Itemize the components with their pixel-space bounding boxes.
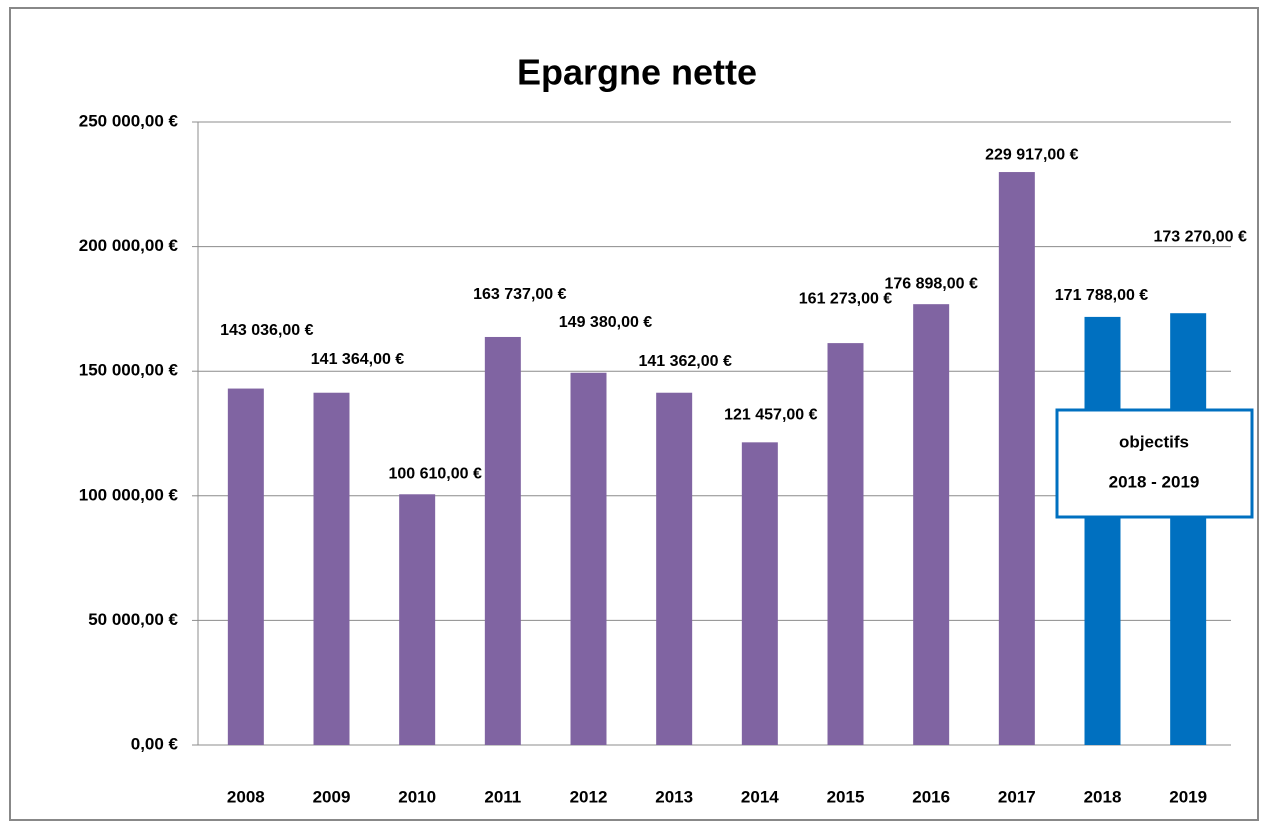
annotation-text: objectifs [1119,432,1189,451]
bar [1084,316,1121,745]
x-tick-label: 2013 [655,787,693,806]
x-tick-label: 2018 [1084,787,1122,806]
y-tick-label: 0,00 € [131,734,179,753]
bar [741,442,778,745]
bar [227,388,264,745]
value-label: 173 270,00 € [1153,228,1247,245]
chart-title: Epargne nette [517,52,757,93]
x-tick-label: 2017 [998,787,1036,806]
value-label: 229 917,00 € [985,146,1079,163]
value-label: 163 737,00 € [473,286,567,303]
chart-frame [9,7,1259,821]
x-tick-label: 2019 [1169,787,1207,806]
value-label: 176 898,00 € [884,275,978,292]
value-label: 161 273,00 € [799,290,893,307]
value-label: 100 610,00 € [388,465,482,482]
bar [399,494,436,745]
x-tick-label: 2010 [398,787,436,806]
annotation-text: 2018 - 2019 [1109,472,1200,491]
bar [998,172,1035,746]
value-label: 141 364,00 € [311,351,405,368]
bar [827,343,864,745]
y-tick-label: 150 000,00 € [79,361,179,380]
y-tick-label: 200 000,00 € [79,236,179,255]
value-label: 121 457,00 € [724,407,818,424]
value-label: 141 362,00 € [638,353,732,370]
value-label: 149 380,00 € [559,314,653,331]
value-label: 143 036,00 € [220,322,314,339]
x-tick-label: 2008 [227,787,265,806]
value-label: 171 788,00 € [1055,287,1149,304]
bar [313,392,350,745]
x-tick-label: 2009 [313,787,351,806]
bar [484,336,521,745]
bar [570,372,607,745]
y-tick-label: 250 000,00 € [79,111,179,130]
x-tick-label: 2011 [484,787,521,806]
x-tick-label: 2014 [741,787,779,806]
x-tick-label: 2015 [827,787,865,806]
x-tick-label: 2016 [912,787,950,806]
bar [656,392,693,745]
bar [913,304,950,745]
x-tick-label: 2012 [570,787,608,806]
y-tick-label: 100 000,00 € [79,485,179,504]
annotation-box [1055,408,1254,519]
bar [1170,313,1207,745]
y-tick-label: 50 000,00 € [88,610,178,629]
